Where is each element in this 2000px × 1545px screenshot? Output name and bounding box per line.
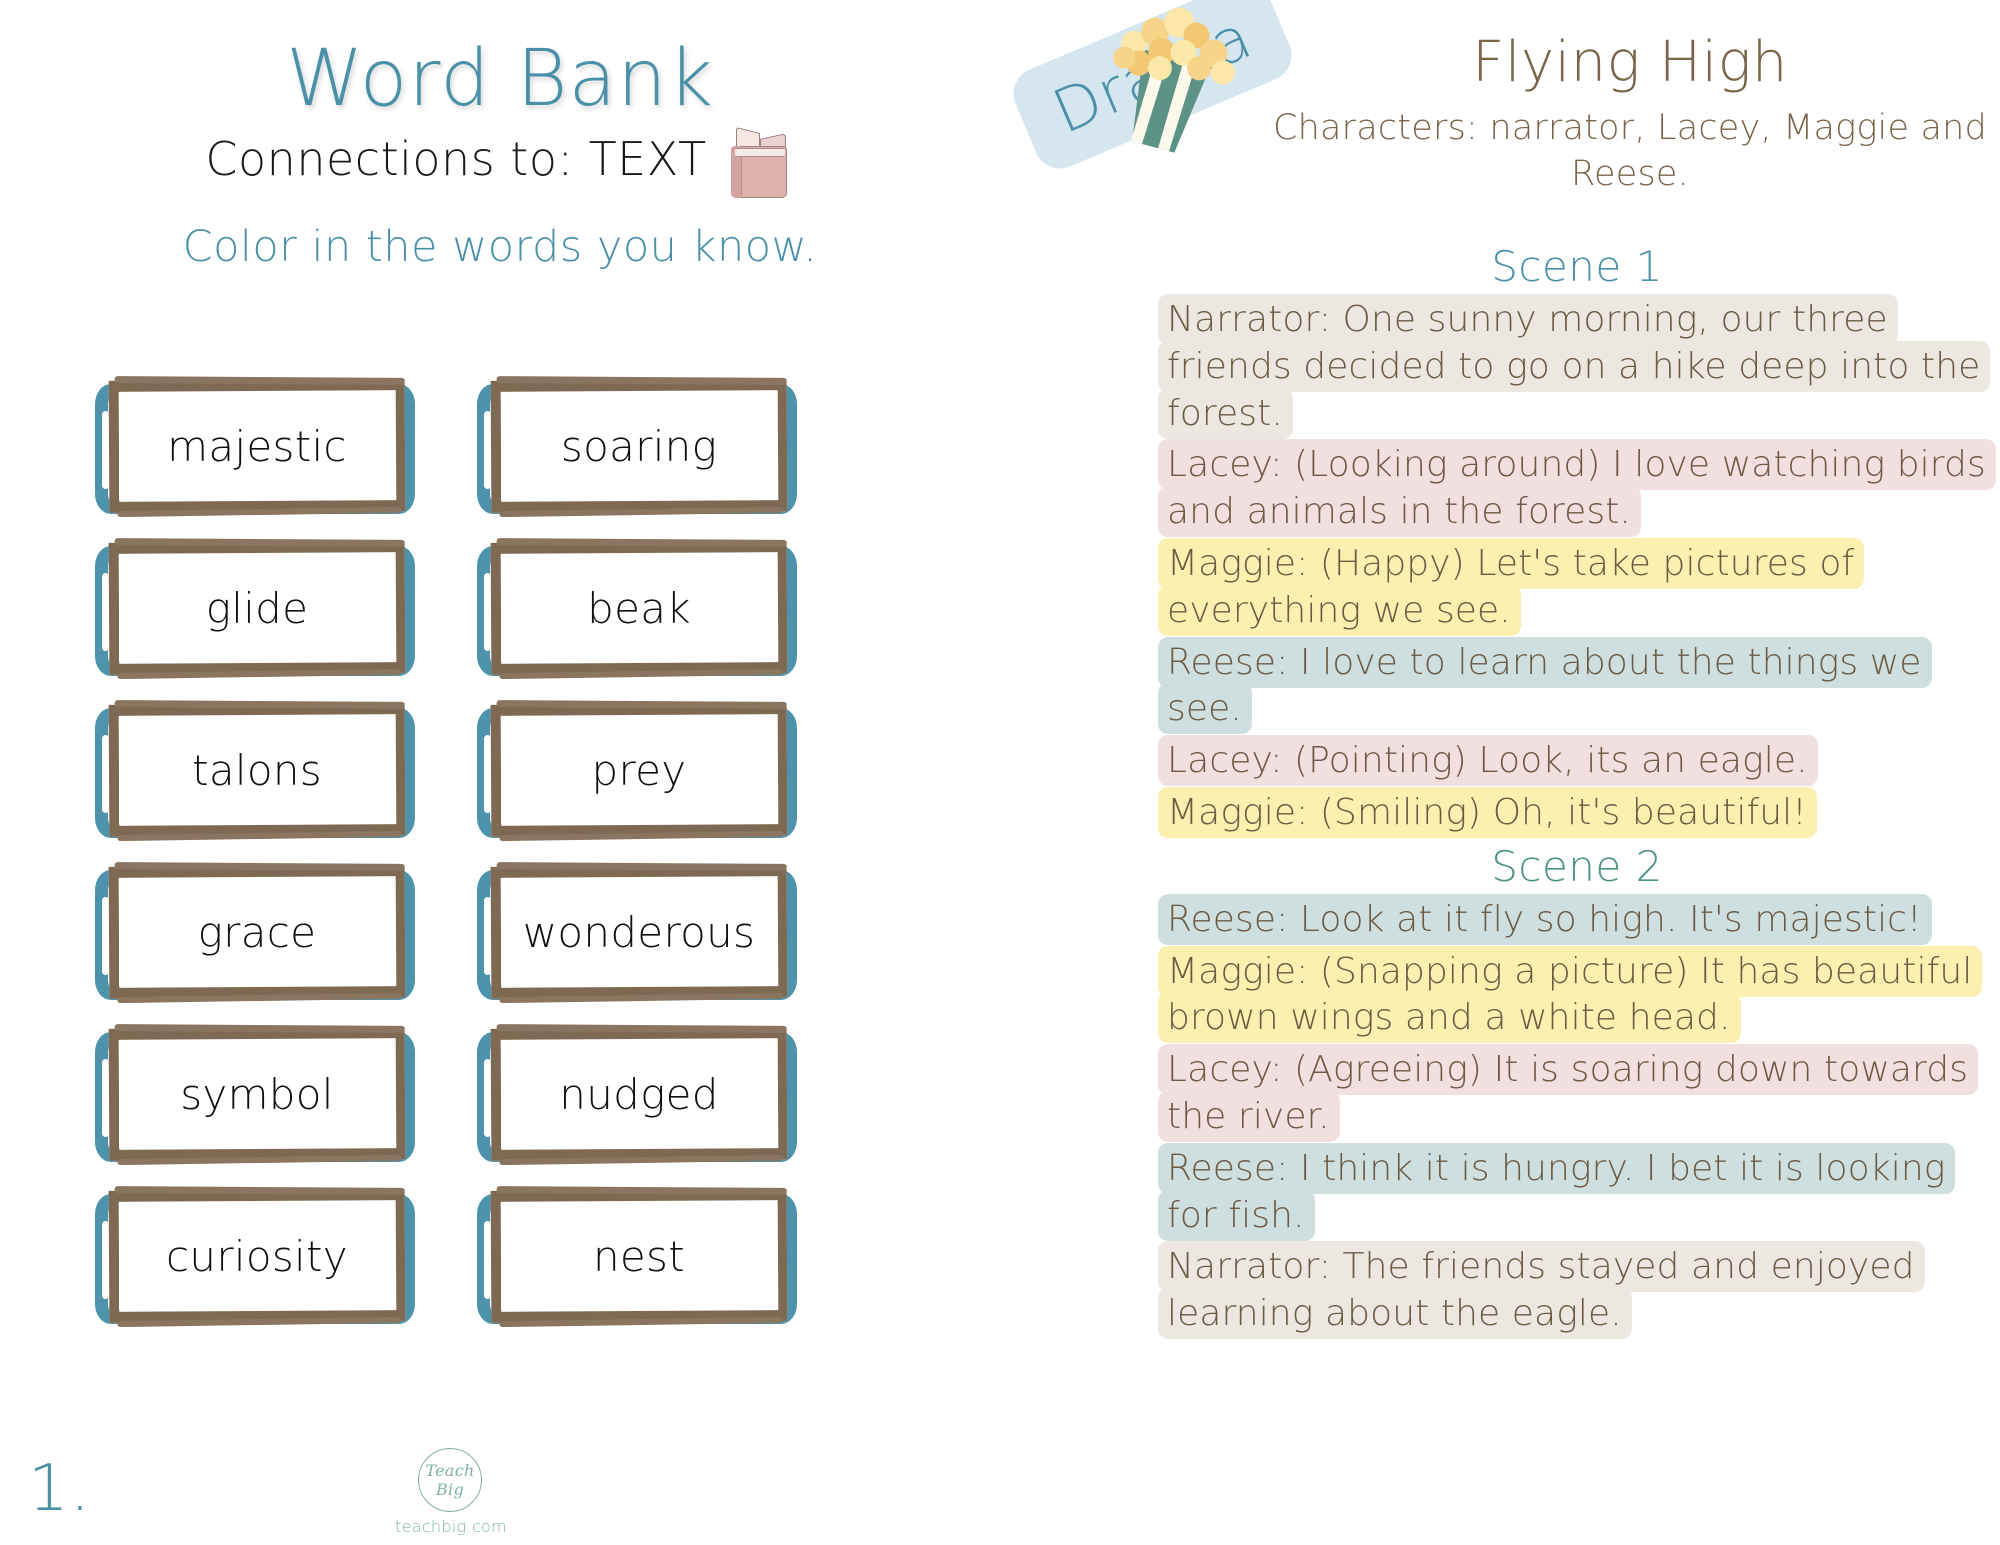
dialogue-highlight: Maggie: (Happy) Let's take pictures of e… — [1158, 537, 1865, 636]
word-box-fill: symbol — [119, 1040, 395, 1148]
scene-label: Scene 2 — [1491, 841, 1663, 891]
logo-url: teachbig.com — [395, 1517, 507, 1536]
teachbig-logo-left: Teach Big teachbig.com — [395, 1448, 507, 1536]
word-label: wonderous — [522, 907, 756, 957]
book-fold — [734, 148, 785, 157]
dialogue-highlight: Lacey: (Pointing) Look, its an eagle. — [1158, 735, 1818, 787]
word-box[interactable]: glide — [95, 540, 415, 680]
word-box-fill: majestic — [119, 392, 395, 500]
dialogue-highlight: Reese: Look at it fly so high. It's maje… — [1158, 893, 1932, 945]
dialogue-highlight: Maggie: (Smiling) Oh, it's beautiful! — [1158, 786, 1817, 838]
word-box[interactable]: symbol — [95, 1026, 415, 1166]
word-label: beak — [587, 583, 691, 633]
dialogue-wrap: Narrator: The friends stayed and enjoyed… — [1158, 1241, 1996, 1340]
dialogue-wrap: Maggie: (Snapping a picture) It has beau… — [1158, 945, 1996, 1044]
scene-label: Scene 1 — [1491, 242, 1663, 291]
word-box-fill: soaring — [501, 392, 777, 500]
right-page-drama: Drama Flying High Characters: narrator, … — [1005, 0, 2000, 1545]
dialogue-wrap: Maggie: (Happy) Let's take pictures of e… — [1158, 537, 1996, 636]
page-title: Word Bank — [286, 34, 714, 124]
word-label: talons — [192, 745, 322, 795]
word-box-fill: curiosity — [119, 1202, 395, 1310]
word-box[interactable]: wonderous — [477, 864, 797, 1004]
dialogue-highlight: Lacey: (Looking around) I love watching … — [1158, 439, 1996, 538]
word-box-fill: glide — [119, 554, 395, 662]
dialogue-wrap: Lacey: (Pointing) Look, its an eagle. — [1158, 735, 1996, 787]
word-label: symbol — [180, 1069, 334, 1119]
dialogue-highlight: Lacey: (Agreeing) It is soaring down tow… — [1158, 1044, 1979, 1142]
book-spine — [730, 146, 742, 198]
dialogue-highlight: Reese: I love to learn about the things … — [1158, 636, 1932, 735]
word-box[interactable]: grace — [95, 864, 415, 1004]
word-label: grace — [197, 907, 317, 957]
dialogue-wrap: Reese: I think it is hungry. I bet it is… — [1158, 1142, 1996, 1241]
dialogue-wrap: Reese: I love to learn about the things … — [1158, 636, 1996, 735]
dialogue-line: Narrator: One sunny morning, our three f… — [1158, 294, 1996, 439]
word-bank-header: Word Bank Connections to: TEXT Color in … — [0, 40, 1000, 272]
dialogue-wrap: Reese: Look at it fly so high. It's maje… — [1158, 893, 1996, 945]
dialogue-line: Reese: I love to learn about the things … — [1158, 636, 1996, 735]
word-box[interactable]: majestic — [95, 378, 415, 518]
word-box[interactable]: talons — [95, 702, 415, 842]
dialogue-line: Narrator: The friends stayed and enjoyed… — [1158, 1241, 1996, 1340]
open-book-icon — [723, 126, 795, 200]
subtitle-row: Connections to: TEXT — [205, 127, 794, 200]
dialogue-line: Maggie: (Smiling) Oh, it's beautiful! — [1158, 786, 1996, 838]
dialogue-wrap: Maggie: (Smiling) Oh, it's beautiful! — [1158, 786, 1996, 838]
word-box[interactable]: soaring — [477, 378, 797, 518]
dialogue-line: Maggie: (Happy) Let's take pictures of e… — [1158, 537, 1996, 636]
left-page-word-bank: Word Bank Connections to: TEXT Color in … — [0, 0, 1050, 1545]
dialogue-highlight: Reese: I think it is hungry. I bet it is… — [1158, 1142, 1956, 1241]
word-label: glide — [205, 583, 309, 633]
word-box[interactable]: prey — [477, 702, 797, 842]
logo-circle: Teach Big — [418, 1448, 482, 1512]
word-box-fill: beak — [501, 554, 777, 662]
word-box[interactable]: nudged — [477, 1026, 797, 1166]
dialogue-line: Lacey: (Agreeing) It is soaring down tow… — [1158, 1044, 1996, 1142]
dialogue-highlight: Narrator: One sunny morning, our three f… — [1158, 294, 1991, 439]
word-box-fill: grace — [119, 878, 395, 986]
word-label: majestic — [167, 421, 347, 471]
connections-subtitle: Connections to: TEXT — [205, 132, 707, 186]
logo-text: Teach Big — [425, 1461, 475, 1499]
dialogue-line: Reese: I think it is hungry. I bet it is… — [1158, 1142, 1996, 1241]
dialogue-line: Lacey: (Pointing) Look, its an eagle. — [1158, 735, 1996, 787]
word-label: prey — [591, 745, 687, 795]
word-label: curiosity — [166, 1231, 348, 1281]
dialogue-wrap: Narrator: One sunny morning, our three f… — [1158, 294, 1996, 439]
word-label: nudged — [559, 1069, 719, 1119]
word-box-fill: nest — [501, 1202, 777, 1310]
word-box-fill: talons — [119, 716, 395, 824]
dialogue-line: Lacey: (Looking around) I love watching … — [1158, 439, 1996, 538]
word-label: soaring — [560, 421, 718, 471]
instruction-text: Color in the words you know. — [182, 222, 818, 272]
word-box-fill: prey — [501, 716, 777, 824]
dialogue-line: Reese: Look at it fly so high. It's maje… — [1158, 893, 1996, 945]
word-box[interactable]: curiosity — [95, 1188, 415, 1328]
dialogue-highlight: Narrator: The friends stayed and enjoyed… — [1158, 1241, 1925, 1340]
word-box[interactable]: nest — [477, 1188, 797, 1328]
word-box-fill: nudged — [501, 1040, 777, 1148]
word-bank-grid: majestic soaring glide beak talons prey grace w… — [95, 378, 805, 1328]
dialogue-wrap: Lacey: (Agreeing) It is soaring down tow… — [1158, 1044, 1996, 1142]
dialogue-highlight: Maggie: (Snapping a picture) It has beau… — [1158, 945, 1983, 1044]
characters-line: Characters: narrator, Lacey, Maggie and … — [1273, 108, 1987, 195]
dialogue-wrap: Lacey: (Looking around) I love watching … — [1158, 439, 1996, 538]
dialogue-line: Maggie: (Snapping a picture) It has beau… — [1158, 945, 1996, 1044]
script-body: Scene 1 Narrator: One sunny morning, our … — [1158, 240, 1996, 1343]
drama-title: Flying High — [1472, 30, 1788, 95]
word-label: nest — [592, 1231, 685, 1281]
page-number-left: 1. — [28, 1452, 92, 1526]
word-box-fill: wonderous — [501, 878, 777, 986]
word-box[interactable]: beak — [477, 540, 797, 680]
